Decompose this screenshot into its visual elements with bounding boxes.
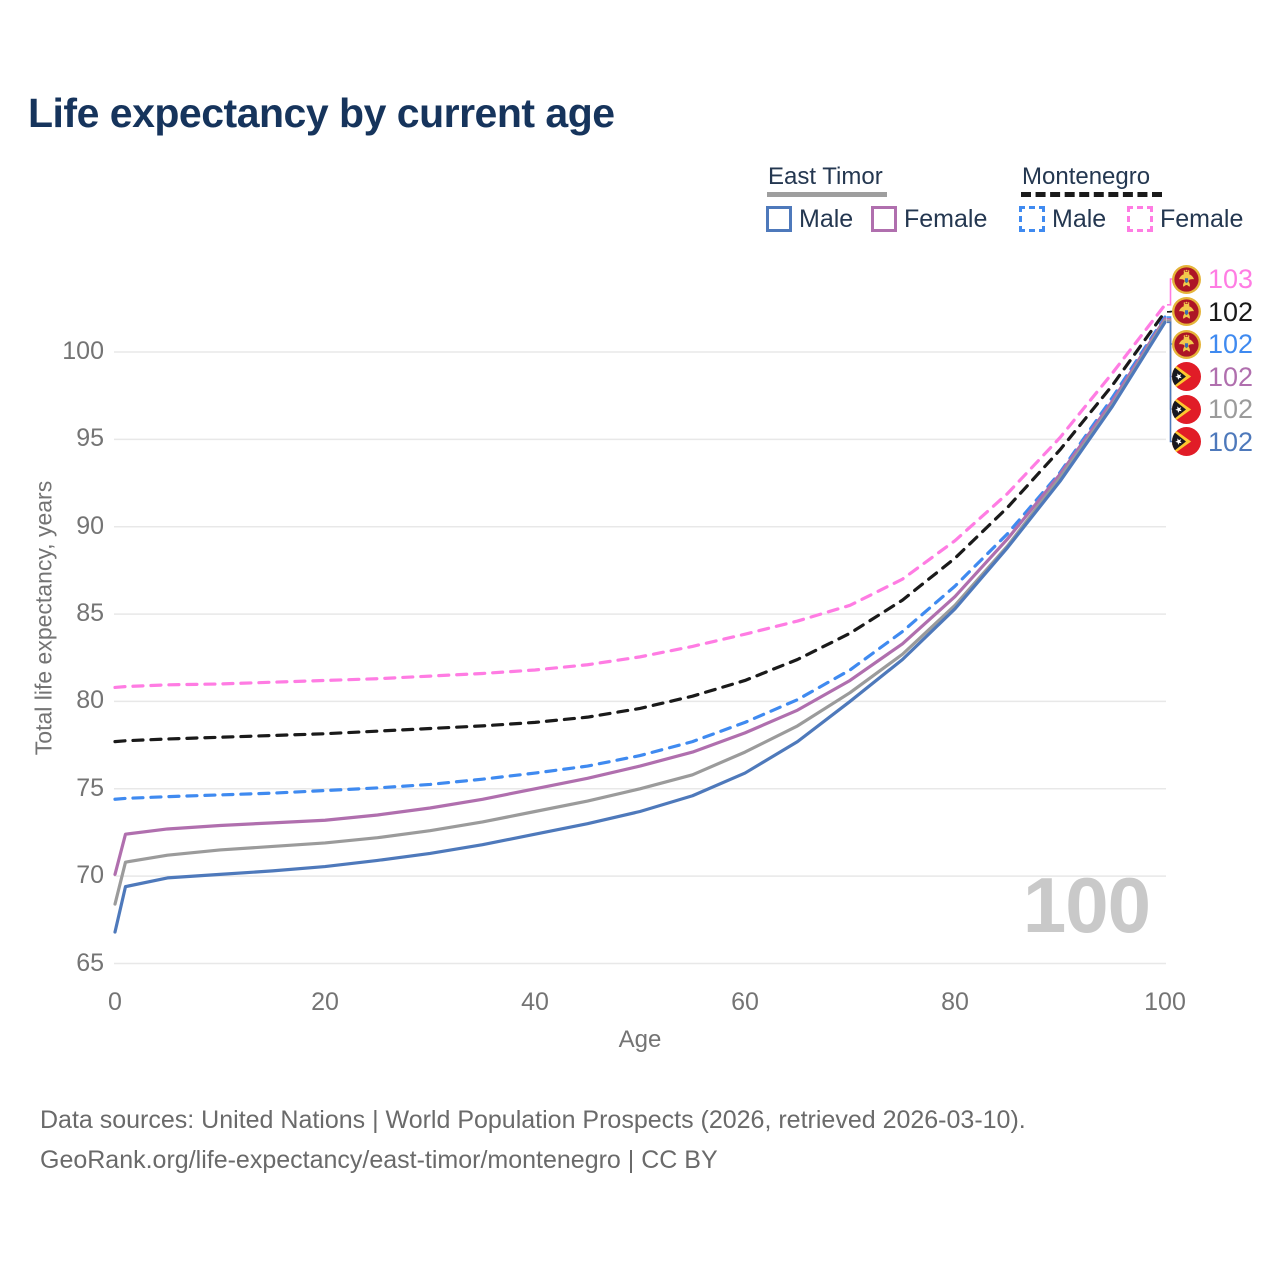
east-timor-female-line[interactable] — [113, 317, 1167, 876]
y-tick-label: 95 — [76, 424, 104, 453]
data-sources-text: Data sources: United Nations | World Pop… — [40, 1106, 1026, 1134]
page-title: Life expectancy by current age — [28, 90, 615, 136]
legend-label-montenegro-male[interactable]: Male — [1052, 205, 1107, 233]
legend-swatch-montenegro-male[interactable] — [1019, 206, 1045, 232]
east-timor-flag-icon — [1172, 427, 1201, 456]
line-chart-canvas — [113, 278, 1176, 965]
attribution-text: GeoRank.org/life-expectancy/east-timor/m… — [40, 1146, 718, 1174]
x-tick-label: 60 — [731, 988, 759, 1016]
x-tick-label: 40 — [521, 988, 549, 1016]
legend-underline-east-timor — [767, 192, 887, 197]
end-label-east-timor-both: 102 — [1172, 394, 1253, 424]
montenegro-flag — [1172, 329, 1201, 359]
y-tick-label: 90 — [76, 511, 104, 540]
east-timor-flag — [1172, 362, 1201, 391]
end-value-montenegro-both: 102 — [1208, 296, 1254, 327]
end-label-montenegro-both: 102 — [1172, 297, 1253, 327]
legend-label-montenegro-female[interactable]: Female — [1160, 205, 1244, 233]
y-tick-label: 80 — [76, 686, 104, 715]
east-timor-flag-icon — [1172, 394, 1201, 424]
legend-label-east-timor-male[interactable]: Male — [799, 205, 854, 233]
y-tick-label: 75 — [76, 773, 104, 802]
montenegro-flag — [1172, 264, 1201, 294]
montenegro-flag — [1172, 297, 1201, 326]
legend-swatch-east-timor-male[interactable] — [766, 206, 792, 232]
east-timor-flag — [1172, 394, 1201, 424]
legend-underline-montenegro — [1021, 192, 1162, 197]
end-label-montenegro-female: 103 — [1172, 264, 1253, 294]
legend-label-east-timor-female[interactable]: Female — [904, 205, 988, 233]
montenegro-flag-icon — [1172, 329, 1201, 359]
end-value-montenegro-male: 102 — [1208, 329, 1254, 359]
east-timor-flag — [1172, 427, 1201, 456]
legend-swatch-east-timor-female[interactable] — [871, 206, 897, 232]
legend-country-montenegro[interactable]: Montenegro — [1022, 163, 1151, 190]
end-value-east-timor-male: 102 — [1208, 426, 1254, 457]
montenegro-male-line[interactable] — [113, 315, 1167, 801]
montenegro-flag-icon — [1172, 264, 1201, 294]
x-tick-label: 80 — [941, 988, 969, 1016]
y-tick-label: 65 — [76, 948, 104, 977]
east-timor-both-line[interactable] — [113, 318, 1167, 906]
montenegro-female-line[interactable] — [113, 303, 1167, 690]
x-axis-title: Age — [618, 1026, 662, 1053]
age-watermark: 100 — [1022, 861, 1151, 949]
montenegro-both-line[interactable] — [113, 310, 1167, 744]
end-label-east-timor-male: 102 — [1172, 427, 1253, 457]
x-tick-label: 100 — [1144, 988, 1186, 1016]
end-label-montenegro-male: 102 — [1172, 329, 1253, 359]
end-label-east-timor-female: 102 — [1172, 362, 1253, 392]
y-tick-label: 100 — [62, 337, 104, 365]
east-timor-flag-icon — [1172, 362, 1201, 391]
end-value-east-timor-both: 102 — [1208, 394, 1254, 424]
montenegro-flag-icon — [1172, 297, 1201, 326]
x-tick-label: 20 — [311, 988, 339, 1016]
end-value-east-timor-female: 102 — [1208, 361, 1254, 392]
east-timor-male-line[interactable] — [113, 320, 1167, 934]
y-tick-label: 70 — [76, 861, 104, 890]
x-tick-label: 0 — [108, 988, 122, 1016]
y-tick-label: 85 — [76, 599, 104, 628]
legend-country-east-timor[interactable]: East Timor — [768, 163, 883, 190]
end-value-montenegro-female: 103 — [1208, 264, 1254, 294]
legend-swatch-montenegro-female[interactable] — [1127, 206, 1153, 232]
